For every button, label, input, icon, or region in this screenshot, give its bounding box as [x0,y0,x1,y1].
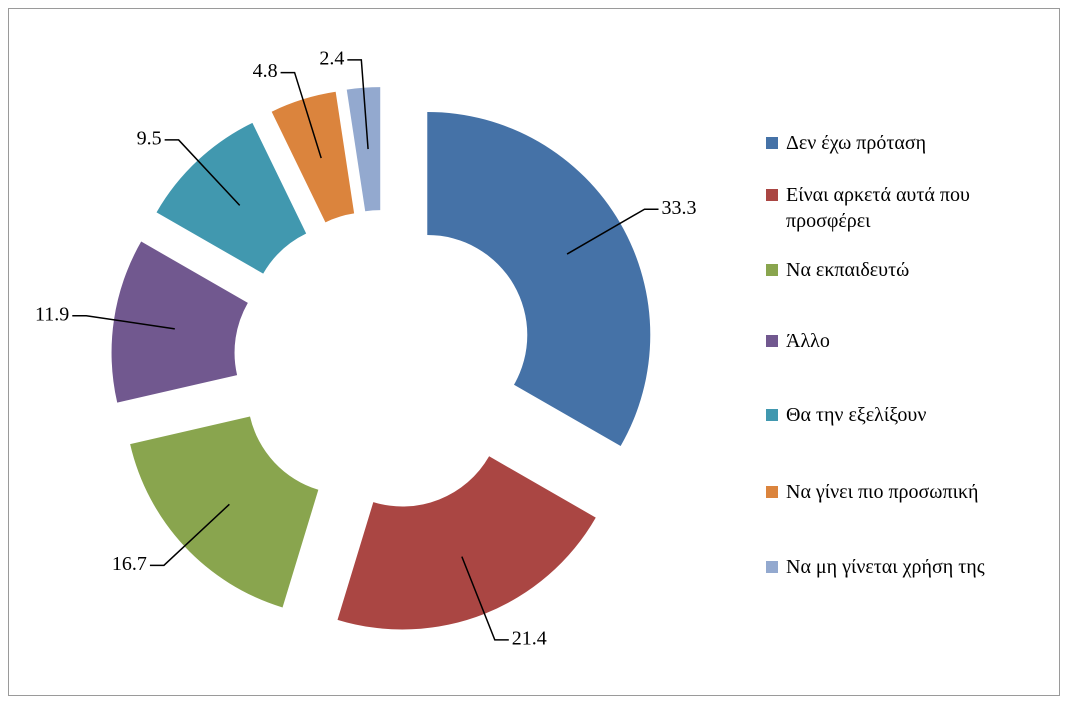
leader-line [280,71,322,159]
data-label: 4.8 [253,60,278,82]
legend-label: Άλλο [786,330,830,352]
legend-label: Να γίνει πιο προσωπική [786,481,979,503]
leader-line [72,314,175,330]
doughnut-segment [271,91,355,223]
legend-item: Να μη γίνεται χρήση της [766,554,1056,580]
legend-swatch [766,409,778,421]
legend-item: Θα την εξελίξουν [766,402,1056,428]
legend-swatch [766,264,778,276]
data-label: 21.4 [512,627,547,649]
legend-label: Δεν έχω πρόταση [786,132,927,154]
legend-item: Άλλο [766,328,1056,354]
leader-line [566,208,659,255]
leader-line [164,139,241,206]
legend-label: Είναι αρκετά αυτά που προσφέρει [786,184,970,232]
legend-swatch [766,486,778,498]
data-label: 11.9 [35,303,69,325]
leader-line [347,59,369,150]
doughnut-segment [337,456,596,630]
legend-swatch [766,335,778,347]
legend-swatch [766,189,778,201]
data-label: 9.5 [137,128,162,150]
data-label: 33.3 [662,197,697,219]
doughnut-segment [111,241,248,403]
doughnut-segment [156,122,307,274]
data-label: 16.7 [112,553,147,575]
data-label: 2.4 [319,47,344,69]
doughnut-segment [130,416,319,608]
legend-item: Να γίνει πιο προσωπική [766,479,1056,505]
legend-swatch [766,137,778,149]
legend-item: Να εκπαιδευτώ [766,257,1056,283]
legend-item: Δεν έχω πρόταση [766,130,1056,156]
legend-label: Να μη γίνεται χρήση της [786,556,985,578]
doughnut-segment [346,87,381,212]
legend-label: Να εκπαιδευτώ [786,259,910,281]
legend-item: Είναι αρκετά αυτά που προσφέρει [766,182,1056,234]
doughnut-segment [427,111,651,447]
leader-line [461,556,509,641]
legend-label: Θα την εξελίξουν [786,404,927,426]
legend-swatch [766,561,778,573]
leader-line [149,503,230,567]
